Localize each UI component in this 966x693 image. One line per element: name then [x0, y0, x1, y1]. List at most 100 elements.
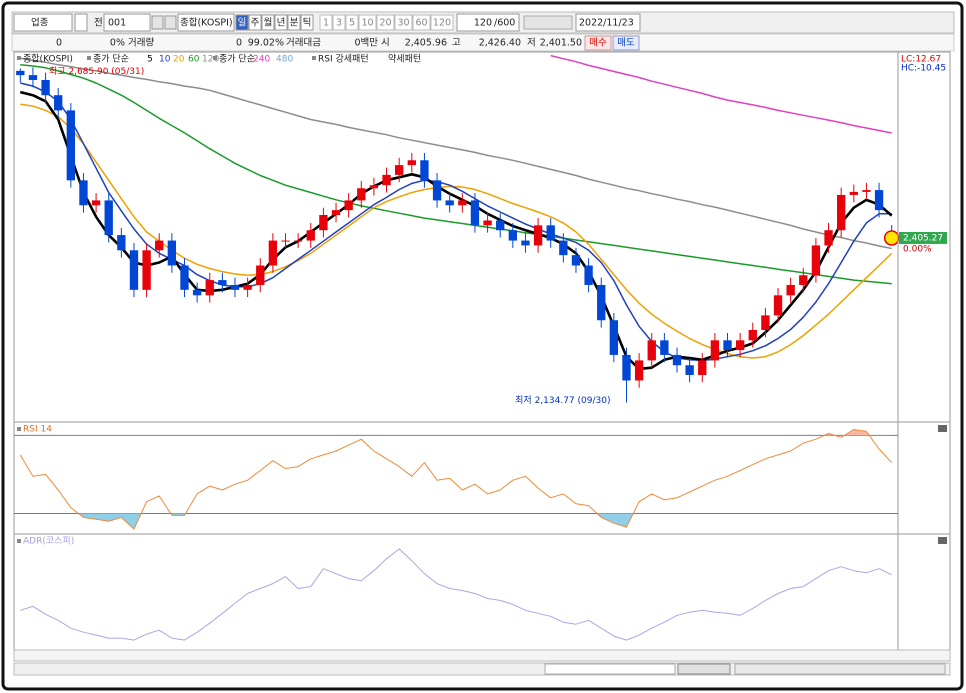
name-box [177, 13, 235, 32]
candle-body [167, 240, 177, 266]
candle-body [837, 194, 846, 231]
legend-pattern: 약세패턴 [388, 53, 421, 65]
legend-marker [87, 56, 91, 60]
period-button[interactable] [287, 14, 301, 31]
candle-body [230, 284, 240, 290]
panel-button[interactable] [938, 425, 947, 432]
interval-button[interactable] [376, 14, 395, 31]
candle-body [369, 185, 379, 189]
amount-label: 거래대금 [286, 38, 321, 49]
candle-body [698, 360, 707, 375]
line [20, 57, 892, 250]
amount-pct: 99.02% [248, 38, 284, 49]
panel-button[interactable] [938, 537, 947, 544]
candle-body [382, 174, 391, 186]
interval-button[interactable] [430, 14, 454, 31]
candle-body [622, 354, 631, 381]
dropdown[interactable] [74, 13, 88, 32]
interval-button[interactable] [358, 14, 377, 31]
period-button[interactable] [248, 14, 262, 31]
low-label: 저 [527, 38, 536, 49]
last-price-box [899, 231, 947, 244]
candle-body [142, 250, 151, 290]
sell: 매도 [617, 38, 635, 49]
high-annotation: 최고 2,685.90 (05/31) [49, 66, 144, 77]
interval-button[interactable] [319, 14, 333, 31]
search-button[interactable] [151, 15, 164, 30]
candle-body [155, 240, 164, 251]
panel-title: RSI 14 [23, 425, 52, 435]
chart-area [13, 51, 951, 651]
amount-unit: 0백만 [354, 38, 378, 49]
candle-body [862, 190, 871, 192]
prefix: 전 [94, 18, 103, 29]
candle-body [483, 220, 492, 226]
candle-body [634, 360, 644, 381]
period: 년 [277, 18, 286, 29]
candle-body [786, 284, 795, 296]
interval: 10 [361, 18, 373, 29]
threshold-fill [20, 513, 892, 530]
period: 분 [290, 18, 299, 29]
interval: 3 [336, 18, 342, 29]
legend-entry: 480 [276, 55, 293, 65]
scroll-thumb[interactable] [544, 663, 676, 675]
count-box[interactable] [456, 13, 520, 32]
candle-body [420, 160, 429, 181]
candle-body [660, 340, 669, 355]
interval-button[interactable] [345, 14, 359, 31]
candle-body [16, 70, 25, 76]
period: 주 [251, 18, 260, 29]
candle-body [761, 315, 770, 330]
sell-button[interactable] [612, 35, 640, 51]
tool-icons[interactable] [523, 15, 573, 30]
candle-body [395, 165, 404, 175]
nav-buttons[interactable] [677, 663, 731, 675]
period-button[interactable] [300, 14, 314, 31]
period-button[interactable] [261, 14, 275, 31]
candle-body [496, 220, 505, 231]
candle-body [685, 365, 694, 375]
date-box[interactable] [575, 13, 641, 32]
zoom-tools[interactable] [734, 663, 946, 675]
candle-body [597, 284, 606, 321]
low: 2,401.50 [540, 38, 582, 49]
legend-entry: 10 [159, 55, 171, 65]
legend-entry: 60 [188, 55, 200, 65]
prev-button[interactable] [164, 15, 177, 30]
legend-group: 종가 단순 [219, 54, 255, 65]
candle-body [773, 295, 783, 316]
candle-body [470, 200, 480, 226]
line [20, 548, 892, 641]
volume: 0 [56, 38, 62, 49]
interval-button[interactable] [394, 14, 413, 31]
candle-body [710, 340, 720, 361]
legend-title: 종합(KOSPI) [23, 54, 73, 65]
period-button[interactable] [274, 14, 288, 31]
candle-body [192, 289, 202, 296]
interval-button[interactable] [412, 14, 431, 31]
period-button[interactable] [235, 14, 249, 31]
code-input[interactable] [103, 13, 151, 32]
candle-body [293, 240, 303, 242]
candle-body [319, 215, 328, 231]
buy-button[interactable] [584, 35, 612, 51]
candle-body [268, 240, 278, 266]
candle-body [735, 340, 745, 351]
interval: 1 [323, 18, 329, 29]
market-select[interactable] [13, 13, 73, 32]
legend-marker [17, 56, 21, 60]
volume-label: 거래량 [128, 37, 154, 49]
interval: 60 [415, 18, 427, 29]
interval-button[interactable] [332, 14, 346, 31]
high-label: 고 [452, 38, 461, 49]
open: 2,405.96 [405, 38, 447, 49]
candle-body [559, 240, 568, 256]
legend-entry: 5 [147, 55, 153, 65]
candle-body [432, 180, 442, 201]
period: 일 [238, 18, 247, 29]
interval: 5 [349, 18, 355, 29]
legend-pattern: RSI 강세패턴 [318, 54, 369, 65]
candle-body [584, 265, 593, 285]
legend-entry: 240 [253, 55, 270, 65]
